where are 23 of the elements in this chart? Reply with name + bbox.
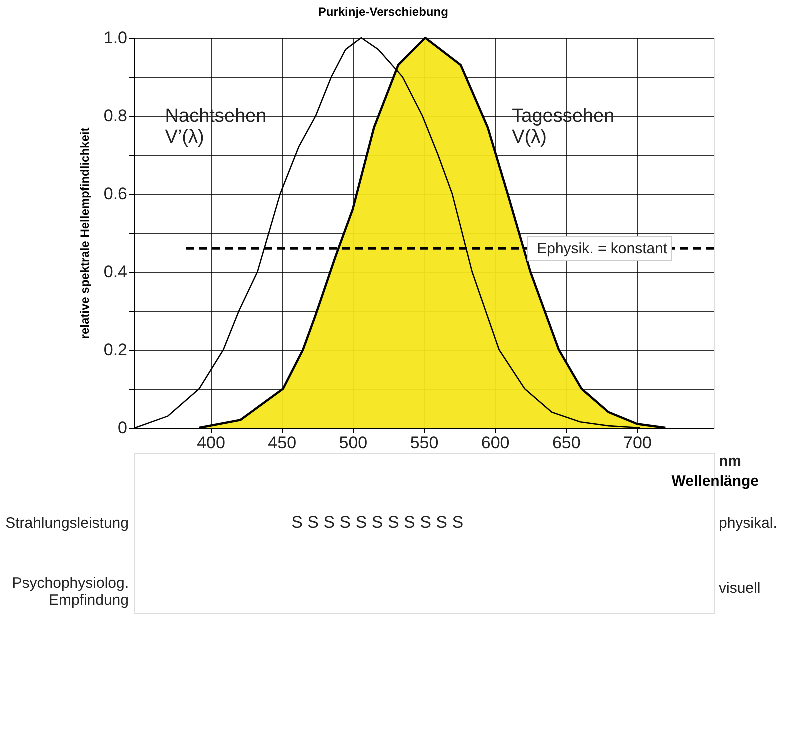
x-tick-label: 500 — [339, 434, 368, 452]
text: visuell — [719, 580, 761, 597]
ref-line-label: Ephysik. = konstant — [537, 240, 668, 258]
text: S S S S S S S S S S S — [292, 513, 464, 532]
text: nm — [719, 453, 742, 470]
y-tick-label: 1.0 — [104, 28, 128, 48]
x-tick-label: 600 — [481, 434, 510, 452]
y-tick-label: 0.4 — [104, 262, 128, 282]
y-tick-label: 0.6 — [104, 184, 128, 204]
y-axis-title: relative spektrale Hellempfindlichkeit — [78, 128, 92, 340]
x-tick-label: 550 — [410, 434, 439, 452]
x-tick-label: 700 — [624, 434, 652, 452]
x-tick-label: 400 — [197, 434, 226, 452]
y-tick-label: 0 — [118, 418, 128, 438]
text: Purkinje-Verschiebung — [318, 5, 448, 19]
x-tick-label: 450 — [268, 434, 297, 452]
y-tick-label: 0.8 — [104, 106, 128, 126]
x-tick-label: 650 — [552, 434, 581, 452]
text: physikal. — [719, 515, 778, 532]
text: Psychophysiolog. Empfindung — [12, 575, 129, 609]
x-axis-title: Wellenlänge — [672, 473, 759, 490]
y-tick-label: 0.2 — [104, 340, 128, 360]
text: Strahlungsleistung — [6, 515, 129, 532]
